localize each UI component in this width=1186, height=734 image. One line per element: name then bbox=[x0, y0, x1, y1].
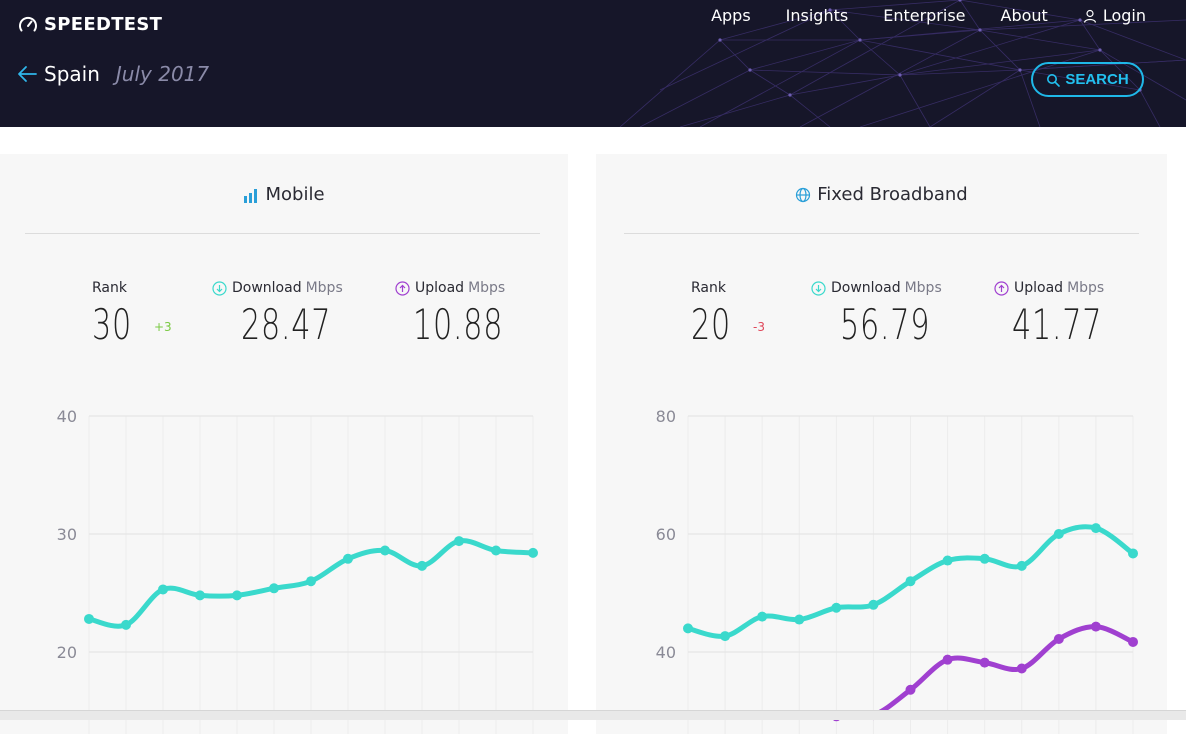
data-point bbox=[905, 684, 916, 695]
fixed-download-value: 56.79 bbox=[840, 300, 931, 349]
data-point bbox=[905, 576, 916, 587]
mobile-rank-change: +3 bbox=[154, 320, 172, 334]
nav-login[interactable]: Login bbox=[1083, 6, 1146, 25]
download-arrow-icon bbox=[811, 280, 826, 296]
search-icon bbox=[1047, 73, 1061, 87]
data-point bbox=[121, 619, 131, 630]
data-point bbox=[306, 576, 316, 587]
data-point bbox=[1053, 634, 1064, 645]
download-arrow-icon bbox=[212, 280, 227, 296]
data-point bbox=[831, 602, 842, 613]
fixed-upload-text: Upload bbox=[1014, 280, 1064, 296]
login-label: Login bbox=[1102, 6, 1146, 25]
nav-enterprise[interactable]: Enterprise bbox=[883, 6, 966, 25]
back-arrow-icon[interactable] bbox=[16, 63, 38, 85]
data-point bbox=[454, 536, 464, 547]
y-tick-label: 60 bbox=[656, 525, 676, 544]
fixed-rank-change: -3 bbox=[753, 320, 765, 334]
nav-insights[interactable]: Insights bbox=[785, 6, 849, 25]
fixed-upload-unit: Mbps bbox=[1067, 280, 1105, 296]
data-point bbox=[1016, 560, 1027, 571]
mobile-divider bbox=[25, 233, 540, 234]
data-point bbox=[794, 614, 805, 625]
mobile-rank-label: Rank bbox=[92, 280, 127, 296]
signal-bars-icon bbox=[244, 188, 258, 203]
mobile-download-label: Download Mbps bbox=[212, 280, 343, 296]
upload-arrow-icon bbox=[395, 280, 410, 296]
fixed-upload-value: 41.77 bbox=[1012, 300, 1103, 349]
mobile-title-text: Mobile bbox=[265, 184, 325, 205]
search-label: SEARCH bbox=[1065, 71, 1129, 88]
fixed-download-label: Download Mbps bbox=[811, 280, 942, 296]
data-point bbox=[232, 590, 242, 601]
horizontal-scrollbar[interactable] bbox=[0, 710, 1186, 720]
upload-arrow-icon bbox=[994, 280, 1009, 296]
data-point bbox=[1128, 636, 1138, 647]
data-point bbox=[84, 613, 94, 624]
fixed-download-unit: Mbps bbox=[904, 280, 942, 296]
data-point bbox=[757, 611, 768, 622]
data-point bbox=[1053, 529, 1064, 539]
data-point bbox=[720, 631, 731, 642]
data-point bbox=[683, 623, 693, 634]
y-tick-label: 20 bbox=[57, 643, 77, 662]
y-tick-label: 30 bbox=[57, 525, 77, 544]
mobile-download-value: 28.47 bbox=[241, 300, 332, 349]
globe-icon bbox=[796, 187, 811, 202]
data-point bbox=[528, 547, 538, 558]
mobile-download-text: Download bbox=[232, 280, 302, 296]
data-point bbox=[195, 590, 205, 601]
fixed-download-text: Download bbox=[831, 280, 901, 296]
speedtest-logo[interactable]: SPEEDTEST bbox=[18, 14, 162, 35]
data-point bbox=[1090, 523, 1101, 534]
data-point bbox=[1090, 621, 1101, 632]
mobile-upload-value: 10.88 bbox=[413, 300, 504, 349]
y-tick-label: 40 bbox=[656, 643, 676, 662]
mobile-upload-label: Upload Mbps bbox=[395, 280, 505, 296]
fixed-title-text: Fixed Broadband bbox=[817, 184, 968, 205]
country-name: Spain bbox=[44, 62, 100, 86]
search-button[interactable]: SEARCH bbox=[1031, 62, 1144, 97]
header: SPEEDTEST Apps Insights Enterprise About… bbox=[0, 0, 1186, 127]
mobile-upload-unit: Mbps bbox=[468, 280, 506, 296]
data-point bbox=[1016, 663, 1027, 674]
nav-apps[interactable]: Apps bbox=[711, 6, 751, 25]
fixed-broadband-panel: Fixed Broadband Rank 20 -3 Download Mbps… bbox=[596, 154, 1167, 734]
data-point bbox=[380, 545, 390, 556]
data-point bbox=[942, 555, 953, 566]
y-tick-label: 80 bbox=[656, 407, 676, 426]
mobile-download-unit: Mbps bbox=[305, 280, 343, 296]
data-point bbox=[158, 584, 168, 595]
nav-about[interactable]: About bbox=[1000, 6, 1048, 25]
mobile-upload-text: Upload bbox=[415, 280, 465, 296]
breadcrumb: Spain July 2017 bbox=[16, 62, 209, 86]
data-point bbox=[417, 560, 427, 571]
fixed-divider bbox=[624, 233, 1139, 234]
mobile-panel: Mobile Rank 30 +3 Download Mbps 28.47 Up… bbox=[0, 154, 568, 734]
data-point bbox=[979, 657, 990, 668]
brand-name: SPEEDTEST bbox=[44, 14, 163, 35]
top-nav: Apps Insights Enterprise About Login bbox=[676, 6, 1146, 25]
data-point bbox=[1128, 548, 1138, 559]
report-period[interactable]: July 2017 bbox=[115, 62, 210, 86]
data-point bbox=[942, 654, 953, 665]
data-point bbox=[979, 553, 990, 564]
fixed-upload-label: Upload Mbps bbox=[994, 280, 1104, 296]
fixed-title: Fixed Broadband bbox=[596, 184, 1167, 205]
data-point bbox=[868, 599, 879, 610]
fixed-rank-value: 20 bbox=[691, 300, 731, 349]
mobile-speed-chart: 40 30 20 bbox=[57, 407, 538, 734]
user-icon bbox=[1083, 9, 1096, 23]
data-point bbox=[491, 545, 501, 556]
fixed-rank-label: Rank bbox=[691, 280, 726, 296]
mobile-title: Mobile bbox=[0, 184, 568, 205]
data-point bbox=[343, 553, 353, 564]
y-tick-label: 40 bbox=[57, 407, 77, 426]
data-point bbox=[269, 583, 279, 594]
speedometer-icon bbox=[19, 16, 37, 31]
fixed-speed-chart: 80 60 40 bbox=[656, 407, 1138, 734]
mobile-rank-value: 30 bbox=[92, 300, 132, 349]
